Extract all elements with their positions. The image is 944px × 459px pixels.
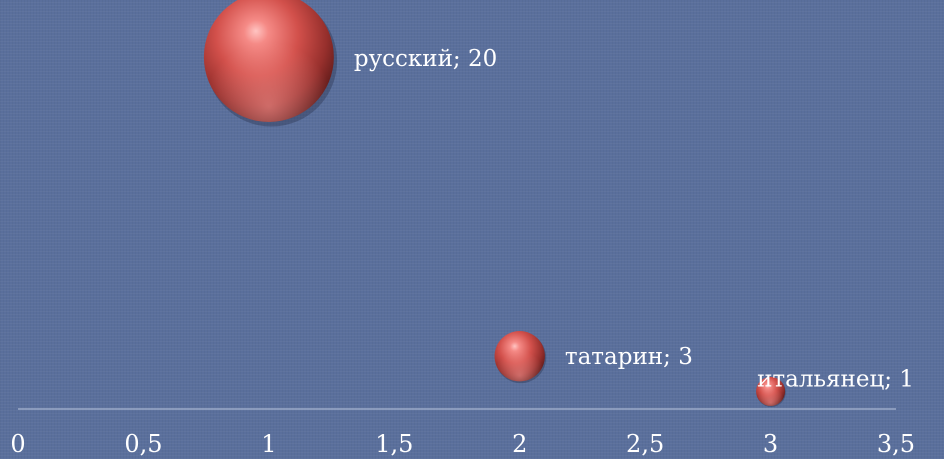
bubble-layer: русский; 20 татарин; 3 итальянец; 1 xyxy=(203,0,914,407)
data-label-татарин: татарин; 3 xyxy=(565,344,693,370)
x-tick-label: 3 xyxy=(763,430,778,458)
data-label-русский: русский; 20 xyxy=(354,46,497,72)
bubble-highlight xyxy=(756,376,786,406)
x-tick-label: 2,5 xyxy=(626,430,664,458)
bubble-highlight xyxy=(203,0,334,122)
x-tick-label: 1,5 xyxy=(375,430,413,458)
bubble-highlight xyxy=(494,331,545,382)
x-tick-label: 0 xyxy=(10,430,25,458)
x-axis-ticks: 0 0,5 1 1,5 2 2,5 3 3,5 xyxy=(10,430,915,458)
x-tick-label: 2 xyxy=(512,430,527,458)
x-tick-label: 3,5 xyxy=(877,430,915,458)
data-label-итальянец: итальянец; 1 xyxy=(757,366,914,392)
x-tick-label: 1 xyxy=(261,430,276,458)
x-tick-label: 0,5 xyxy=(124,430,162,458)
